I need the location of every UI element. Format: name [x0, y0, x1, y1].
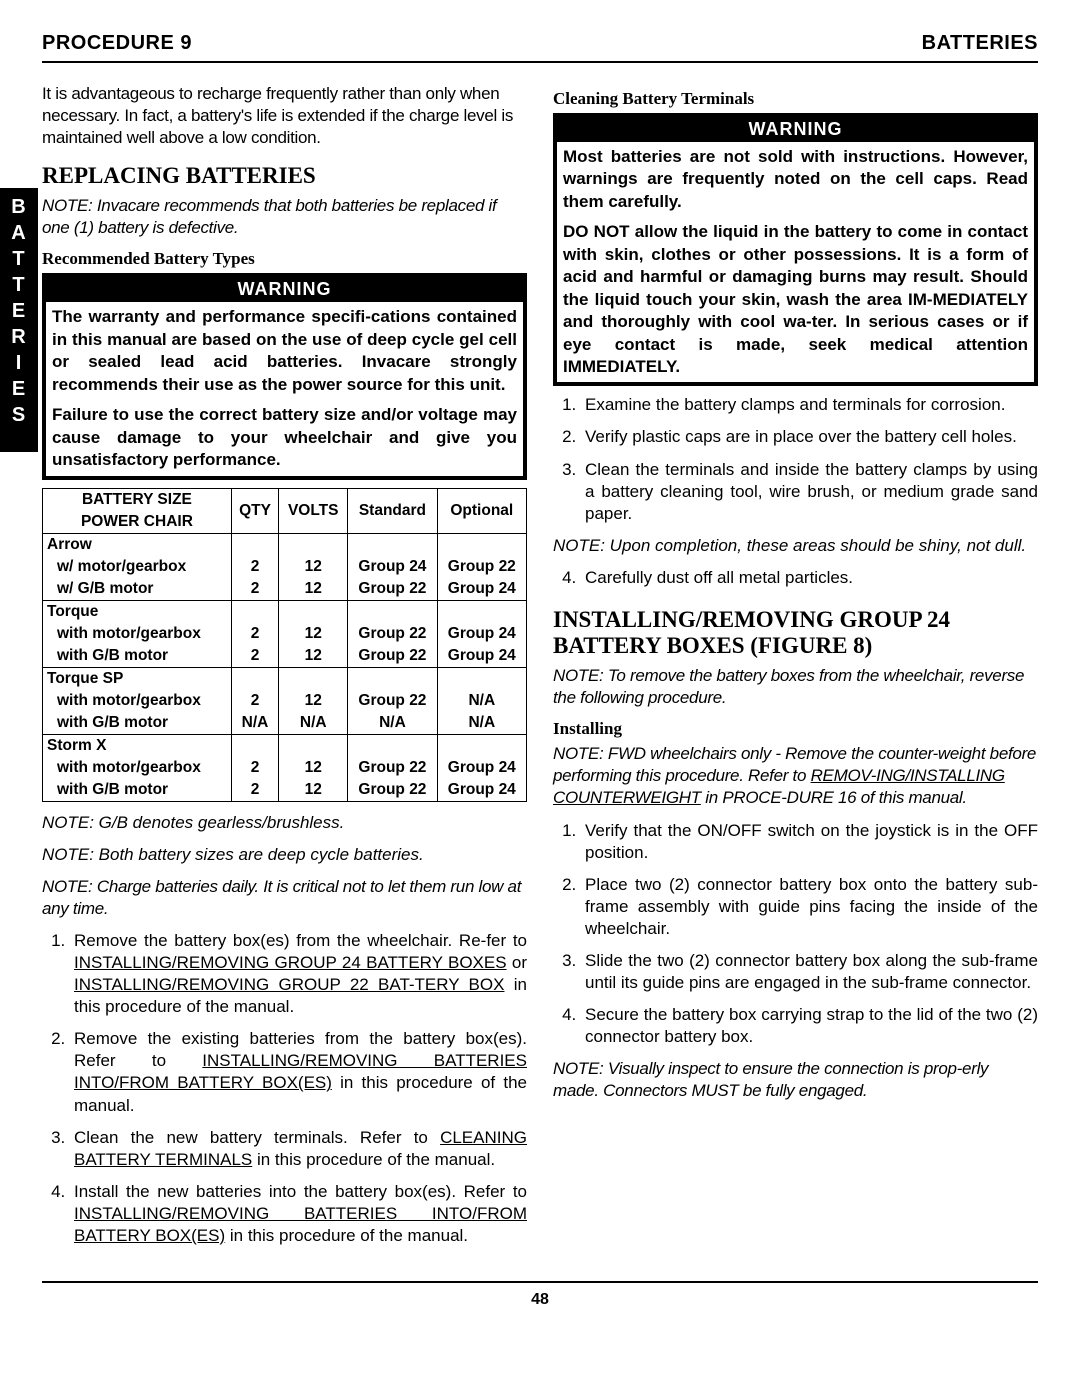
clean-steps-2: Carefully dust off all metal particles.: [553, 567, 1038, 589]
replacing-heading: REPLACING BATTERIES: [42, 163, 527, 189]
th-power-chair: POWER CHAIR: [43, 511, 232, 534]
rec-types-heading: Recommended Battery Types: [42, 249, 527, 269]
th-std: Standard: [348, 488, 437, 533]
th-battery-size: BATTERY SIZE: [43, 488, 232, 511]
th-volts: VOLTS: [279, 488, 348, 533]
warning1-p1: The warranty and performance specifi-cat…: [52, 306, 517, 396]
list-item: Verify plastic caps are in place over th…: [581, 426, 1038, 448]
page-number: 48: [531, 1291, 549, 1308]
note-gb: NOTE: G/B denotes gearless/brushless.: [42, 812, 527, 834]
install-note3: NOTE: Visually inspect to ensure the con…: [553, 1058, 1038, 1102]
list-item: Install the new batteries into the batte…: [70, 1181, 527, 1247]
warning-box-1: WARNING The warranty and performance spe…: [42, 273, 527, 479]
list-item: Slide the two (2) connector battery box …: [581, 950, 1038, 994]
clean-steps: Examine the battery clamps and terminals…: [553, 394, 1038, 524]
note-sizes: NOTE: Both battery sizes are deep cycle …: [42, 844, 527, 866]
page-header: PROCEDURE 9 BATTERIES: [42, 32, 1038, 63]
clean-note: NOTE: Upon completion, these areas shoul…: [553, 535, 1038, 557]
list-item: Place two (2) connector battery box onto…: [581, 874, 1038, 940]
clean-step-4: Carefully dust off all metal particles.: [581, 567, 1038, 589]
list-item: Secure the battery box carrying strap to…: [581, 1004, 1038, 1048]
list-item: Examine the battery clamps and terminals…: [581, 394, 1038, 416]
install-heading: INSTALLING/REMOVING GROUP 24 BATTERY BOX…: [553, 607, 1038, 659]
cleaning-heading: Cleaning Battery Terminals: [553, 89, 1038, 109]
warning2-p1: Most batteries are not sold with instruc…: [563, 146, 1028, 213]
list-item: Clean the new battery terminals. Refer t…: [70, 1127, 527, 1171]
list-item: Clean the terminals and inside the batte…: [581, 459, 1038, 525]
note-charge: NOTE: Charge batteries daily. It is crit…: [42, 876, 527, 920]
install-note1: NOTE: To remove the battery boxes from t…: [553, 665, 1038, 709]
list-item: Remove the battery box(es) from the whee…: [70, 930, 527, 1018]
th-opt: Optional: [437, 488, 526, 533]
warning1-p2: Failure to use the correct battery size …: [52, 404, 517, 471]
header-right: BATTERIES: [922, 32, 1038, 55]
left-column: It is advantageous to recharge frequentl…: [42, 83, 527, 1257]
th-qty: QTY: [231, 488, 278, 533]
warning2-p2: DO NOT allow the liquid in the battery t…: [563, 221, 1028, 378]
list-item: Verify that the ON/OFF switch on the joy…: [581, 820, 1038, 864]
replacing-note: NOTE: Invacare recommends that both batt…: [42, 195, 527, 239]
page-footer: 48: [42, 1281, 1038, 1309]
list-item: Remove the existing batteries from the b…: [70, 1028, 527, 1116]
warning-title: WARNING: [46, 277, 523, 302]
side-tab: BATTERIES: [0, 188, 38, 452]
right-column: Cleaning Battery Terminals WARNING Most …: [553, 83, 1038, 1257]
warning-box-2: WARNING Most batteries are not sold with…: [553, 113, 1038, 386]
install-note2: NOTE: FWD wheelchairs only - Remove the …: [553, 743, 1038, 809]
install-steps: Verify that the ON/OFF switch on the joy…: [553, 820, 1038, 1049]
warning-title-2: WARNING: [557, 117, 1034, 142]
battery-table: BATTERY SIZE QTY VOLTS Standard Optional…: [42, 488, 527, 802]
header-left: PROCEDURE 9: [42, 32, 192, 55]
replace-steps: Remove the battery box(es) from the whee…: [42, 930, 527, 1247]
installing-heading: Installing: [553, 719, 1038, 739]
intro-para: It is advantageous to recharge frequentl…: [42, 83, 527, 149]
install-note2-post: in PROCE-DURE 16 of this manual.: [701, 788, 967, 807]
